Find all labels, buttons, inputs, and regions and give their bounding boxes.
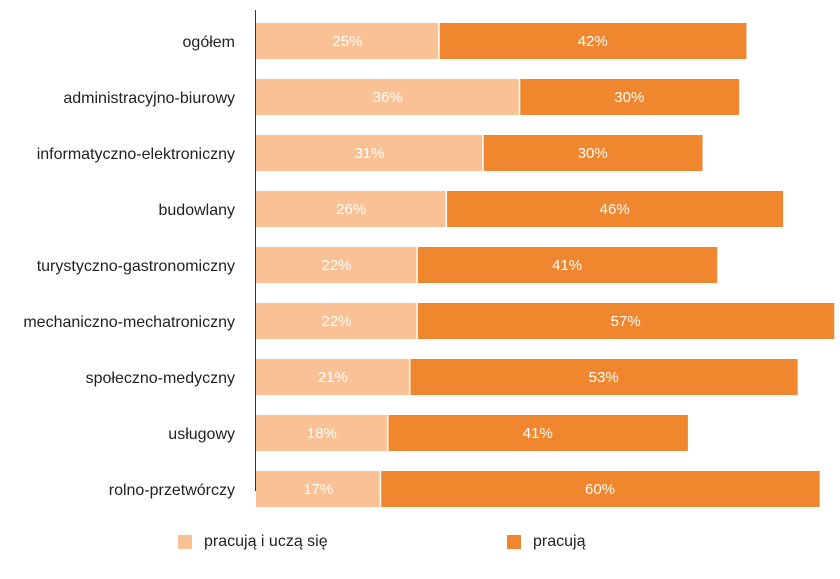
value-label-series-1-row-3: 31% — [354, 145, 384, 162]
bar-series-1-row-7 — [256, 359, 410, 395]
value-label-series-1-row-7: 21% — [318, 369, 348, 386]
value-label-series-2-row-8: 41% — [523, 425, 553, 442]
bar-series-1-row-8 — [256, 415, 388, 451]
value-label-series-2-row-2: 30% — [614, 89, 644, 106]
value-label-series-1-row-6: 22% — [322, 313, 352, 330]
value-label-series-1-row-8: 18% — [307, 425, 337, 442]
bar-series-2-row-4 — [446, 191, 784, 227]
bar-series-2-row-7 — [409, 359, 798, 395]
category-label-row-7: społeczno-medyczny — [86, 370, 235, 387]
bar-series-1-row-9 — [256, 471, 381, 507]
value-label-series-1-row-2: 36% — [373, 89, 403, 106]
value-label-series-1-row-9: 17% — [303, 481, 333, 498]
value-label-series-2-row-1: 42% — [578, 33, 608, 50]
bar-series-2-row-2 — [519, 79, 740, 115]
value-label-series-2-row-6: 57% — [611, 313, 641, 330]
category-label-row-5: turystyczno-gastronomiczny — [37, 258, 235, 275]
legend-item-series-1: pracują i uczą się — [178, 533, 328, 551]
legend: pracują i uczą się pracują — [0, 533, 840, 557]
value-label-series-1-row-4: 26% — [336, 201, 366, 218]
bar-series-1-row-3 — [256, 135, 483, 171]
bars-group: 25% 42% 36% 30% 31% 30% 26% 46% 22% 41% 22% 57% 21% 5… — [256, 23, 835, 507]
category-label-row-4: budowlany — [159, 202, 236, 219]
bar-series-1-row-2 — [256, 79, 520, 115]
value-label-series-2-row-7: 53% — [589, 369, 619, 386]
category-label-row-9: rolno-przetwórczy — [109, 482, 235, 499]
legend-label-series-2: pracują — [533, 533, 586, 550]
bar-series-2-row-9 — [380, 471, 820, 507]
category-labels: ogółem administracyjno-biurowy informatycz… — [23, 34, 235, 499]
bar-series-1-row-4 — [256, 191, 447, 227]
value-label-series-2-row-4: 46% — [600, 201, 630, 218]
legend-label-series-1: pracują i uczą się — [204, 533, 328, 550]
value-label-series-2-row-3: 30% — [578, 145, 608, 162]
bar-series-2-row-5 — [417, 247, 718, 283]
legend-item-series-2: pracują — [507, 533, 585, 551]
bar-series-2-row-3 — [482, 135, 703, 171]
value-label-series-1-row-5: 22% — [322, 257, 352, 274]
bar-series-1-row-6 — [256, 303, 418, 339]
bar-series-1-row-1 — [256, 23, 439, 59]
value-label-series-2-row-9: 60% — [585, 481, 615, 498]
category-label-row-6: mechaniczno-mechatroniczny — [23, 314, 235, 331]
category-label-row-2: administracyjno-biurowy — [63, 90, 235, 107]
value-label-series-1-row-1: 25% — [332, 33, 362, 50]
category-label-row-1: ogółem — [183, 34, 235, 51]
bar-series-1-row-5 — [256, 247, 418, 283]
value-label-series-2-row-5: 41% — [552, 257, 582, 274]
legend-swatch-series-2 — [507, 535, 521, 549]
category-label-row-8: usługowy — [168, 426, 235, 443]
legend-swatch-series-1 — [178, 535, 192, 549]
bar-series-2-row-1 — [439, 23, 747, 59]
category-label-row-3: informatyczno-elektroniczny — [37, 146, 235, 163]
bar-series-2-row-6 — [417, 303, 835, 339]
bar-series-2-row-8 — [387, 415, 688, 451]
